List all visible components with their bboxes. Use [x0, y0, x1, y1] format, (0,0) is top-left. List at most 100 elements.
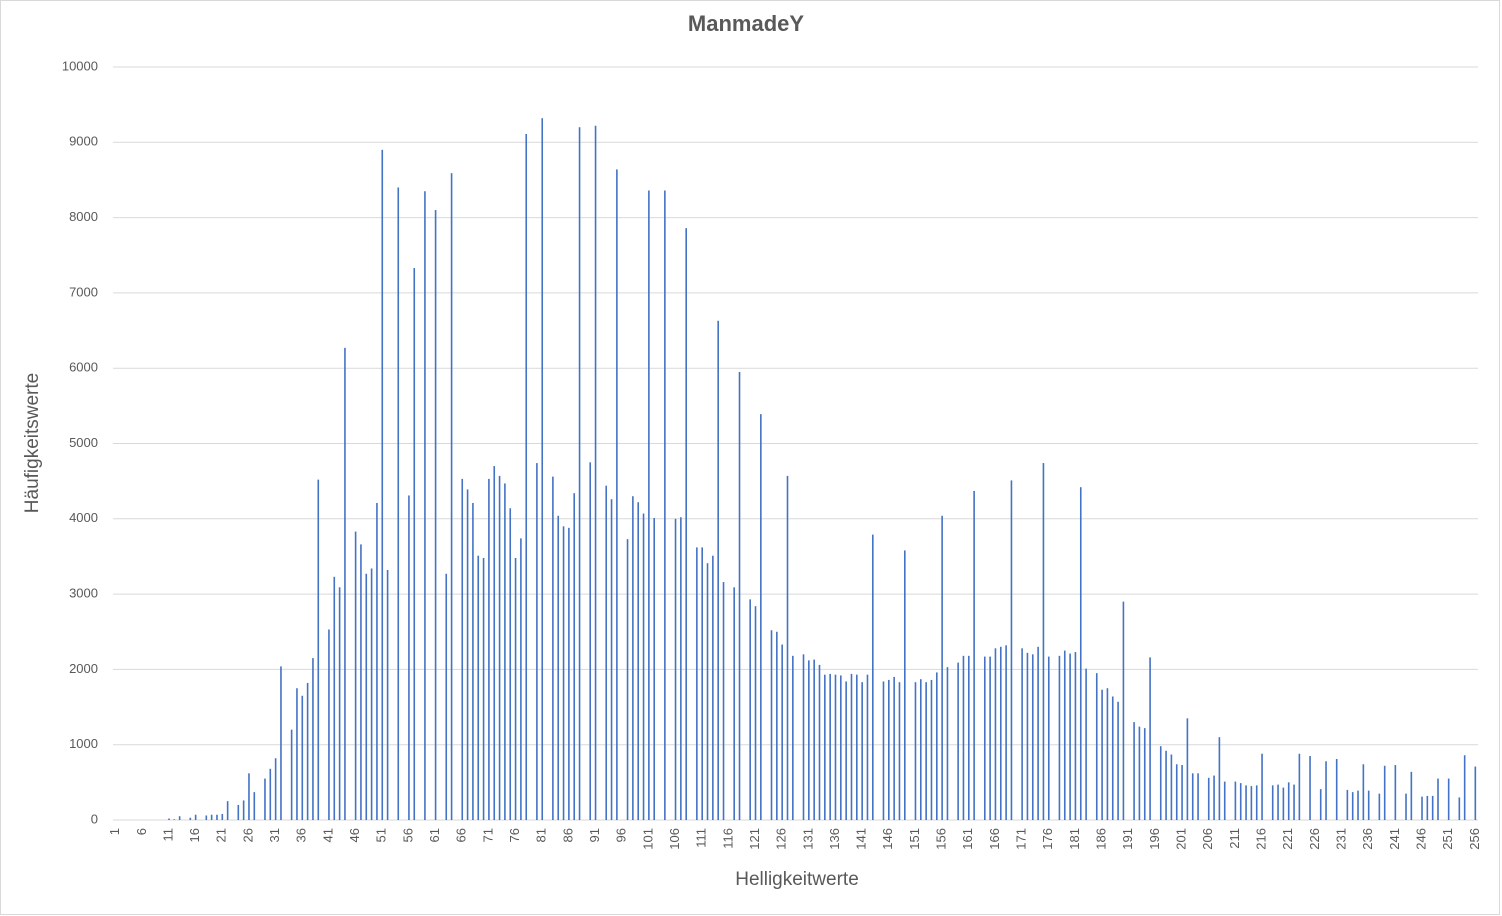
y-tick-label: 0 [91, 811, 98, 826]
bar [802, 654, 805, 820]
bar [941, 515, 943, 820]
bar [1026, 652, 1029, 820]
bar [1021, 648, 1023, 820]
bar [1101, 689, 1103, 820]
x-tick-label: 36 [294, 828, 309, 842]
x-tick-label: 251 [1440, 828, 1455, 850]
bar [733, 587, 735, 820]
bar [962, 655, 965, 820]
x-tick-label: 71 [480, 828, 495, 842]
bar [1431, 795, 1434, 820]
y-tick-label: 4000 [69, 510, 98, 525]
bar [477, 555, 480, 820]
bar [578, 127, 581, 821]
bar [482, 557, 485, 820]
bar [1138, 726, 1141, 820]
bar [376, 502, 378, 820]
bar [1271, 785, 1274, 820]
bar [1207, 777, 1210, 820]
bar [1186, 718, 1189, 820]
bar [306, 682, 309, 820]
x-tick-label: 101 [640, 828, 655, 850]
bar [1191, 773, 1194, 820]
bar [904, 550, 906, 820]
bar [1410, 771, 1413, 820]
bar [1255, 785, 1258, 820]
bar [648, 190, 650, 820]
chart-title: ManmadeY [688, 11, 804, 36]
bar [1042, 463, 1045, 820]
bar [248, 773, 250, 820]
y-tick-label: 6000 [69, 360, 98, 375]
bar [354, 531, 357, 820]
bar [520, 538, 522, 820]
y-tick-label: 7000 [69, 284, 98, 299]
bar [610, 499, 613, 820]
bar [210, 814, 213, 820]
bar [983, 656, 986, 820]
bar [264, 778, 266, 820]
bar [1213, 775, 1215, 820]
bar [637, 502, 640, 820]
bar [717, 320, 719, 820]
bar [642, 513, 645, 820]
bar [1117, 701, 1119, 820]
x-tick-label: 61 [427, 828, 442, 842]
bar [957, 662, 959, 820]
x-tick-label: 11 [160, 828, 175, 842]
bar [1298, 753, 1301, 820]
x-tick-label: 236 [1360, 828, 1375, 850]
bar [1165, 750, 1167, 820]
y-tick-label: 8000 [69, 209, 98, 224]
bar [1047, 656, 1050, 820]
bar [424, 191, 426, 820]
bar [1175, 764, 1178, 820]
bar [333, 576, 336, 820]
bar [1218, 737, 1221, 820]
bar [1458, 797, 1461, 820]
bar [557, 515, 560, 820]
bar [189, 817, 192, 820]
bar [1058, 655, 1061, 820]
x-tick-label: 161 [960, 828, 975, 850]
bar [1197, 773, 1199, 820]
bar [712, 555, 714, 820]
bar [701, 547, 703, 820]
bar [1031, 654, 1034, 820]
bar [888, 679, 890, 820]
bar [770, 630, 773, 820]
bar [242, 800, 245, 820]
bar [173, 819, 176, 820]
bar [1383, 765, 1386, 820]
bar [626, 539, 629, 820]
bar [541, 118, 544, 821]
x-tick-label: 241 [1387, 828, 1402, 850]
x-tick-label: 171 [1014, 828, 1029, 850]
bar [866, 674, 869, 820]
x-tick-label: 166 [987, 828, 1002, 850]
bar [194, 814, 197, 820]
bar [946, 667, 949, 820]
bar [834, 674, 837, 820]
bar [829, 673, 831, 820]
x-tick-label: 211 [1227, 828, 1242, 849]
x-tick-label: 186 [1094, 828, 1109, 850]
x-tick-label: 1 [107, 828, 122, 835]
bar [466, 489, 469, 820]
bar [328, 629, 330, 820]
bar [274, 758, 277, 820]
x-tick-label: 126 [774, 828, 789, 850]
bar [253, 792, 256, 820]
x-tick-label: 76 [507, 828, 522, 842]
x-tick-label: 141 [854, 828, 869, 850]
bar [1437, 778, 1439, 820]
bar [568, 527, 570, 820]
bar [850, 673, 853, 820]
bar [935, 672, 938, 820]
bar [1261, 753, 1263, 820]
bar [589, 462, 592, 820]
x-tick-label: 81 [534, 828, 549, 842]
bar [872, 534, 874, 820]
